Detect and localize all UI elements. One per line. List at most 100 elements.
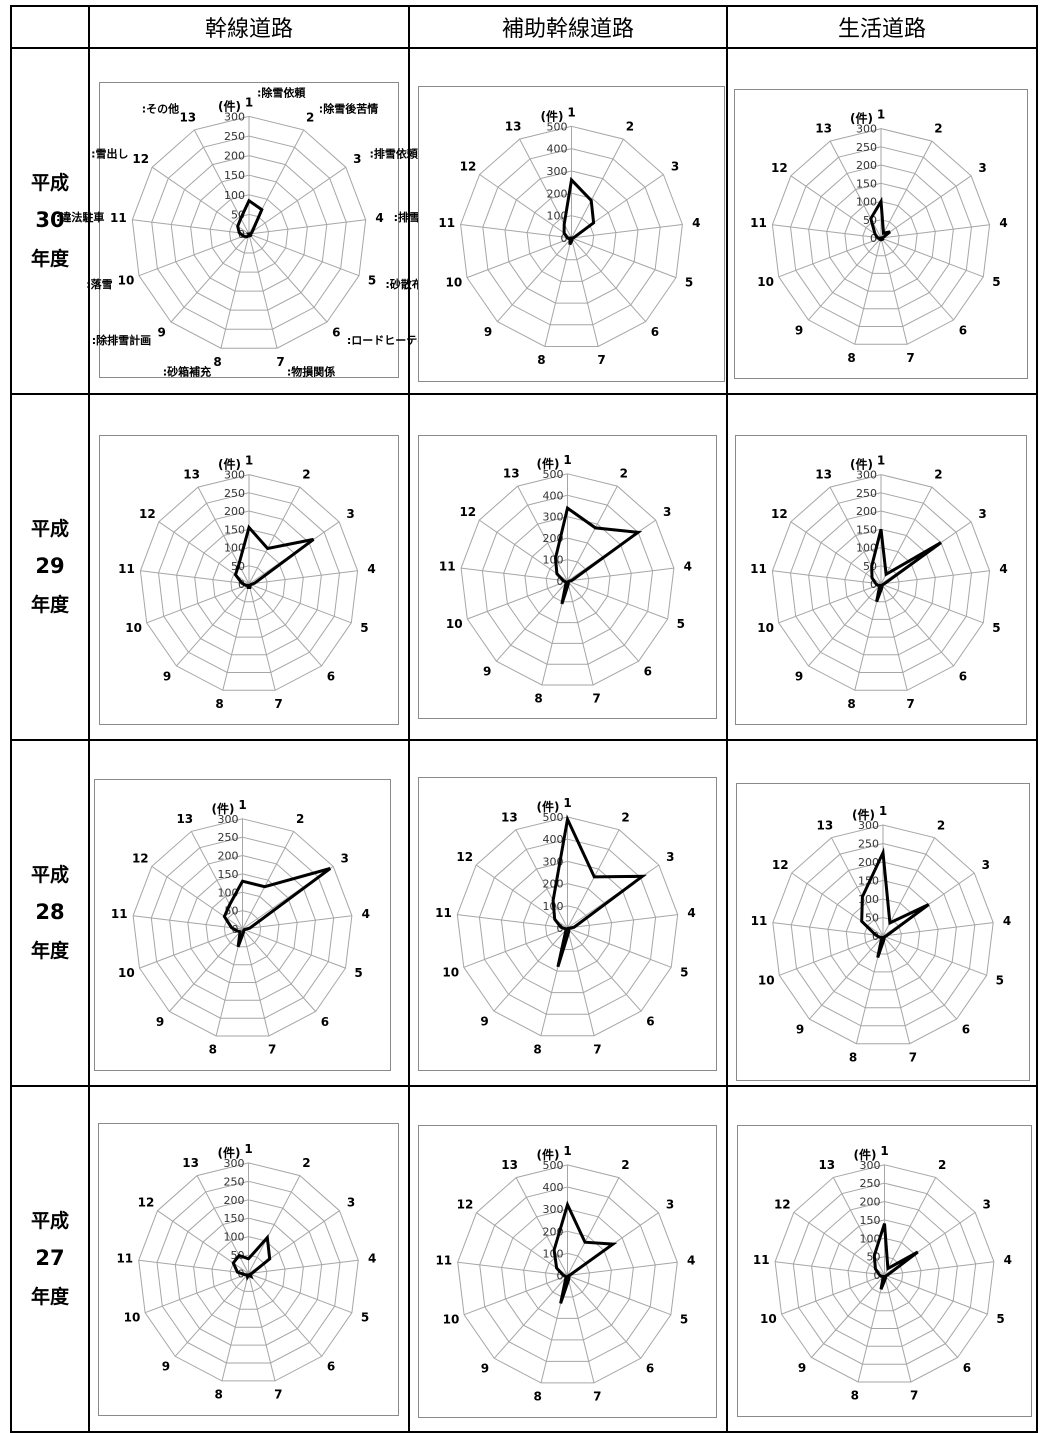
- legend-label: :除雪依頼: [257, 85, 306, 99]
- grid-spoke: [133, 915, 243, 930]
- category-label: 5: [680, 1313, 688, 1327]
- grid-spoke: [248, 583, 276, 691]
- category-label: 9: [162, 1360, 170, 1374]
- grid-ring: [789, 146, 973, 327]
- row-year: 29: [35, 554, 65, 579]
- category-label: 6: [327, 1360, 335, 1374]
- grid-spoke: [170, 233, 250, 323]
- category-label: 4: [687, 906, 695, 920]
- legend-label: :その他: [142, 102, 179, 116]
- category-label: 13: [182, 1156, 199, 1170]
- category-label: 4: [367, 562, 375, 576]
- grid-spoke: [460, 224, 572, 239]
- tick-label: 200: [856, 505, 877, 518]
- chart-frame: 0 50 100 150 200 250 300 (件) 1 2 3 4 5 6 7 8 9 10 11 12 13: [99, 435, 399, 725]
- category-label: 13: [818, 1158, 835, 1172]
- grid-spoke: [830, 837, 884, 937]
- tick-label: 500: [543, 1159, 564, 1172]
- category-label: 6: [332, 326, 340, 340]
- category-label: 3: [983, 1197, 991, 1211]
- grid-spoke: [242, 928, 346, 969]
- tick-label: 300: [543, 511, 564, 524]
- chart-frame: 0 50 100 150 200 250 300 (件) 1 2 3 4 5 6 7 8 9 10 11 12 13: [735, 435, 1027, 725]
- grid-spoke: [790, 175, 882, 239]
- category-label: 2: [620, 467, 628, 481]
- series-line: [231, 1234, 272, 1282]
- category-label: 4: [692, 216, 700, 230]
- grid-spoke: [571, 224, 683, 239]
- category-label: 11: [753, 1253, 770, 1267]
- category-label: 12: [771, 161, 788, 175]
- grid-spoke: [138, 1259, 249, 1274]
- grid-ring: [774, 1164, 995, 1383]
- category-label: 3: [982, 858, 990, 872]
- legend-label: :除雪後苦情: [319, 102, 378, 116]
- legend-label: :排雪依頼: [370, 147, 419, 161]
- category-label: 11: [438, 216, 455, 230]
- grid-ring: [138, 1162, 359, 1382]
- tick-label: 250: [858, 838, 879, 851]
- grid-spoke: [781, 1274, 885, 1315]
- tick-label: 300: [856, 123, 877, 136]
- grid-ring: [228, 213, 270, 254]
- tick-label: 200: [224, 150, 245, 163]
- category-label: 8: [209, 1043, 217, 1057]
- category-label: 11: [435, 1254, 452, 1268]
- grid-ring: [522, 883, 613, 972]
- tick-label: 300: [856, 469, 877, 482]
- category-label: 11: [751, 914, 768, 928]
- grid-ring: [209, 194, 289, 273]
- category-label: 3: [666, 1198, 674, 1212]
- grid-spoke: [567, 927, 672, 968]
- grid-spoke: [793, 1211, 885, 1276]
- row-year: 28: [35, 900, 65, 925]
- grid-spoke: [772, 224, 882, 239]
- tick-label: 300: [543, 1203, 564, 1216]
- grid-spoke: [140, 570, 250, 585]
- grid-spoke: [808, 237, 882, 321]
- chart-frame: 0 50 100 150 200 250 300 (件) 1 2 3 4 5 6 7 8 9 10 11 12 13: [736, 783, 1030, 1081]
- cell-h27-arterial: 0 50 100 150 200 250 300 (件) 1 2 3 4 5 6 7 8 9 10 11 12 13: [88, 1085, 410, 1433]
- grid-spoke: [880, 583, 954, 667]
- grid-spoke: [880, 583, 984, 624]
- tick-label: 300: [860, 1159, 881, 1172]
- grid-spoke: [571, 237, 599, 347]
- grid-spoke: [880, 570, 990, 585]
- tick-label: 400: [543, 489, 564, 502]
- grid-spoke: [479, 174, 572, 239]
- tick-label: 200: [547, 187, 568, 200]
- grid-spoke: [242, 831, 295, 930]
- category-label: 2: [937, 818, 945, 832]
- grid-ring: [482, 148, 661, 326]
- category-label: 13: [505, 120, 522, 134]
- tick-label: 150: [224, 169, 245, 182]
- category-label: 12: [138, 1196, 155, 1210]
- grid-spoke: [854, 237, 882, 345]
- category-label: 13: [183, 468, 200, 482]
- category-label: 12: [456, 850, 473, 864]
- tick-label: 250: [224, 487, 245, 500]
- category-label: 8: [215, 1388, 223, 1402]
- category-label: 5: [680, 965, 688, 979]
- tick-label: 200: [860, 1196, 881, 1209]
- category-label: 8: [534, 692, 542, 706]
- grid-spoke: [174, 1273, 249, 1357]
- category-label: 8: [849, 1050, 857, 1064]
- category-label: 10: [446, 617, 463, 631]
- tick-label: 200: [218, 850, 239, 863]
- category-label: 10: [118, 274, 135, 288]
- category-label: 6: [644, 665, 652, 679]
- grid-ring: [176, 510, 322, 656]
- grid-spoke: [248, 1175, 301, 1274]
- category-label: 6: [321, 1015, 329, 1029]
- category-label: 5: [677, 617, 685, 631]
- grid-ring: [481, 494, 654, 665]
- tick-label: 100: [860, 1232, 881, 1245]
- row-era: 平成: [30, 1209, 69, 1232]
- grid-spoke: [493, 927, 568, 1012]
- grid-ring: [170, 155, 328, 311]
